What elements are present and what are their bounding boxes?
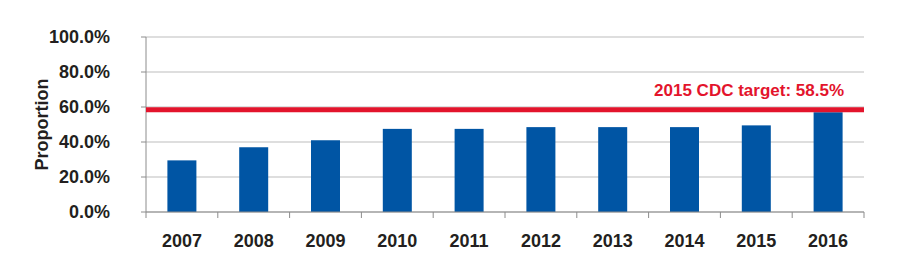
x-tick xyxy=(792,212,793,218)
y-axis-label: Proportion xyxy=(32,79,52,171)
y-axis-line xyxy=(146,37,147,212)
x-tick-label: 2013 xyxy=(593,231,633,251)
chart-svg: 0.0% 20.0% 40.0% 60.0% 80.0% 100.0% Proportion… xyxy=(0,0,900,275)
x-tick-label: 2016 xyxy=(808,231,848,251)
y-tick xyxy=(141,72,146,73)
y-tick-label: 100.0% xyxy=(49,27,110,47)
y-tick-label: 0.0% xyxy=(69,202,110,222)
y-tick-label: 40.0% xyxy=(59,132,110,152)
bar xyxy=(598,127,627,212)
grid-line xyxy=(146,72,864,73)
y-tick xyxy=(141,142,146,143)
bar xyxy=(526,127,555,212)
bar xyxy=(383,129,412,212)
y-tick xyxy=(141,37,146,38)
x-tick-label: 2014 xyxy=(664,231,704,251)
y-tick-label: 80.0% xyxy=(59,62,110,82)
plot-area xyxy=(146,110,864,212)
chart-container: 0.0% 20.0% 40.0% 60.0% 80.0% 100.0% Proportion… xyxy=(0,0,900,275)
x-tick xyxy=(505,212,506,218)
x-tick-label: 2009 xyxy=(305,231,345,251)
x-tick xyxy=(289,212,290,218)
bar xyxy=(239,147,268,212)
target-line xyxy=(146,107,864,112)
x-tick xyxy=(720,212,721,218)
bar xyxy=(455,129,484,212)
bar xyxy=(670,127,699,212)
x-tick xyxy=(146,212,147,218)
y-tick-label: 20.0% xyxy=(59,167,110,187)
bar xyxy=(311,140,340,212)
grid-line xyxy=(146,37,864,38)
x-tick xyxy=(648,212,649,218)
x-tick xyxy=(864,212,865,218)
x-tick xyxy=(361,212,362,218)
y-tick xyxy=(141,177,146,178)
x-tick-label: 2007 xyxy=(162,231,202,251)
x-tick xyxy=(576,212,577,218)
x-tick xyxy=(217,212,218,218)
y-tick xyxy=(141,107,146,108)
y-tick-label: 60.0% xyxy=(59,97,110,117)
bar xyxy=(814,112,843,212)
x-tick xyxy=(433,212,434,218)
x-tick-label: 2010 xyxy=(377,231,417,251)
x-tick-label: 2008 xyxy=(234,231,274,251)
target-label: 2015 CDC target: 58.5% xyxy=(654,81,844,100)
y-tick xyxy=(141,212,146,213)
bar xyxy=(742,125,771,212)
x-tick-label: 2015 xyxy=(736,231,776,251)
bar xyxy=(167,160,196,212)
x-tick-label: 2012 xyxy=(521,231,561,251)
x-tick-label: 2011 xyxy=(450,231,489,251)
